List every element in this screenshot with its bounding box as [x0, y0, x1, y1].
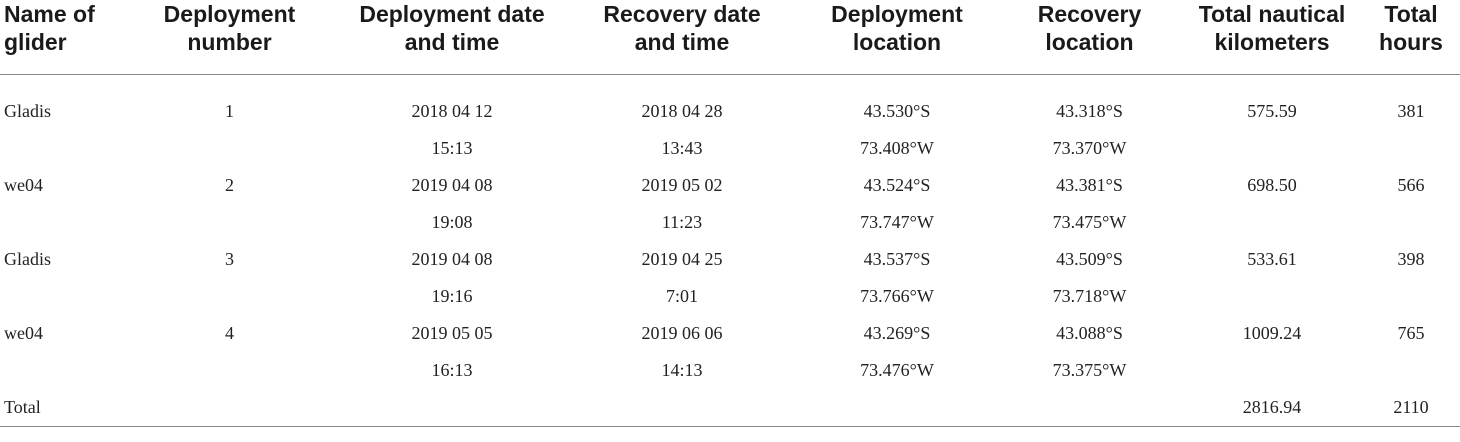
cell-total-kilometers: 533.61: [1247, 249, 1297, 269]
cell-deployment-date: 2018 04 12: [411, 101, 493, 121]
cell-grand-total-kilometers: 2816.94: [1182, 389, 1362, 427]
cell-recovery-time: 11:23: [661, 212, 703, 232]
cell-deployment-date: 2019 04 08: [411, 175, 493, 195]
cell-deployment-number: 4: [225, 323, 234, 343]
cell-total-kilometers: [1182, 204, 1362, 241]
cell-recovery-latitude: 43.318°S: [1056, 101, 1123, 121]
cell-deployment-number: [122, 204, 337, 241]
cell-deployment-latitude: 43.537°S: [863, 249, 931, 269]
cell-deployment-time: 19:16: [431, 286, 473, 306]
cell-recovery-latitude: 43.509°S: [1056, 249, 1123, 269]
cell-total-kilometers: [1182, 278, 1362, 315]
cell-recovery-time: 13:43: [661, 138, 703, 158]
cell-grand-total-hours: 2110: [1362, 389, 1460, 427]
cell-deployment-number: 1: [225, 101, 234, 121]
table-row: Gladis 1 2018 04 12 2018 04 28 43.530°S …: [0, 75, 1460, 131]
table-row: we04 4 2019 05 05 2019 06 06 43.269°S 43…: [0, 315, 1460, 352]
cell-deployment-latitude: 43.269°S: [863, 323, 931, 343]
cell-recovery-date: 2019 05 02: [641, 175, 723, 195]
cell-glider-name: [0, 130, 122, 167]
glider-deployment-table: Name of glider Deployment number Deploymen…: [0, 0, 1460, 427]
cell-deployment-number: 3: [225, 249, 234, 269]
cell-deployment-longitude: 73.766°W: [860, 286, 934, 306]
cell-deployment-date: 2019 04 08: [411, 249, 493, 269]
cell-glider-name: we04: [4, 323, 43, 343]
cell-total-kilometers: 575.59: [1247, 101, 1297, 121]
cell-recovery-longitude: 73.475°W: [1052, 212, 1127, 232]
header-row: Name of glider Deployment number Deploymen…: [0, 0, 1460, 75]
header-deployment-location: Deployment location: [797, 0, 997, 75]
cell-deployment-date: 2019 05 05: [411, 323, 493, 343]
table-row: 16:13 14:13 73.476°W 73.375°W: [0, 352, 1460, 389]
cell-deployment-number: [122, 352, 337, 389]
cell-total-hours: 381: [1397, 101, 1425, 121]
cell-total-hours: 566: [1397, 175, 1425, 195]
cell-empty: [997, 389, 1182, 427]
header-deployment-number: Deployment number: [122, 0, 337, 75]
cell-recovery-time: 14:13: [661, 360, 703, 380]
cell-total-label: Total: [0, 389, 122, 427]
cell-recovery-longitude: 73.375°W: [1052, 360, 1127, 380]
header-recovery-location: Recovery location: [997, 0, 1182, 75]
cell-empty: [797, 389, 997, 427]
table-row: 19:16 7:01 73.766°W 73.718°W: [0, 278, 1460, 315]
cell-total-hours: [1362, 278, 1460, 315]
cell-recovery-longitude: 73.718°W: [1052, 286, 1127, 306]
cell-deployment-time: 16:13: [431, 360, 473, 380]
cell-total-hours: 398: [1397, 249, 1425, 269]
cell-total-hours: [1362, 204, 1460, 241]
cell-glider-name: Gladis: [4, 249, 51, 269]
table-row: 19:08 11:23 73.747°W 73.475°W: [0, 204, 1460, 241]
total-row: Total 2816.94 2110: [0, 389, 1460, 427]
cell-recovery-date: 2019 04 25: [641, 249, 723, 269]
header-total-hours: Total hours: [1362, 0, 1460, 75]
cell-total-kilometers: [1182, 352, 1362, 389]
cell-deployment-number: [122, 278, 337, 315]
table-header: Name of glider Deployment number Deploymen…: [0, 0, 1460, 75]
table-row: Gladis 3 2019 04 08 2019 04 25 43.537°S …: [0, 241, 1460, 278]
cell-deployment-time: 15:13: [431, 138, 473, 158]
cell-total-hours: 765: [1397, 323, 1425, 343]
cell-total-hours: [1362, 352, 1460, 389]
header-name-of-glider: Name of glider: [0, 0, 122, 75]
cell-recovery-latitude: 43.381°S: [1056, 175, 1123, 195]
cell-deployment-longitude: 73.476°W: [860, 360, 934, 380]
cell-glider-name: [0, 352, 122, 389]
table-row: we04 2 2019 04 08 2019 05 02 43.524°S 43…: [0, 167, 1460, 204]
cell-glider-name: [0, 204, 122, 241]
cell-recovery-latitude: 43.088°S: [1056, 323, 1123, 343]
header-total-nautical-kilometers: Total nautical kilometers: [1182, 0, 1362, 75]
header-recovery-date-time: Recovery date and time: [567, 0, 797, 75]
cell-empty: [567, 389, 797, 427]
cell-deployment-longitude: 73.408°W: [860, 138, 934, 158]
cell-recovery-date: 2019 06 06: [641, 323, 723, 343]
cell-deployment-number: 2: [225, 175, 234, 195]
table-row: 15:13 13:43 73.408°W 73.370°W: [0, 130, 1460, 167]
cell-recovery-longitude: 73.370°W: [1052, 138, 1127, 158]
cell-deployment-number: [122, 130, 337, 167]
cell-empty: [122, 389, 337, 427]
cell-glider-name: Gladis: [4, 101, 51, 121]
header-deployment-date-time: Deployment date and time: [337, 0, 567, 75]
cell-glider-name: we04: [4, 175, 43, 195]
cell-deployment-time: 19:08: [431, 212, 473, 232]
cell-empty: [337, 389, 567, 427]
cell-total-kilometers: 1009.24: [1242, 323, 1302, 343]
table-body: Gladis 1 2018 04 12 2018 04 28 43.530°S …: [0, 75, 1460, 427]
cell-recovery-date: 2018 04 28: [641, 101, 723, 121]
cell-total-kilometers: 698.50: [1247, 175, 1297, 195]
cell-recovery-time: 7:01: [665, 286, 698, 306]
cell-deployment-longitude: 73.747°W: [860, 212, 934, 232]
cell-total-kilometers: [1182, 130, 1362, 167]
cell-total-hours: [1362, 130, 1460, 167]
cell-deployment-latitude: 43.524°S: [863, 175, 931, 195]
cell-glider-name: [0, 278, 122, 315]
cell-deployment-latitude: 43.530°S: [863, 101, 931, 121]
